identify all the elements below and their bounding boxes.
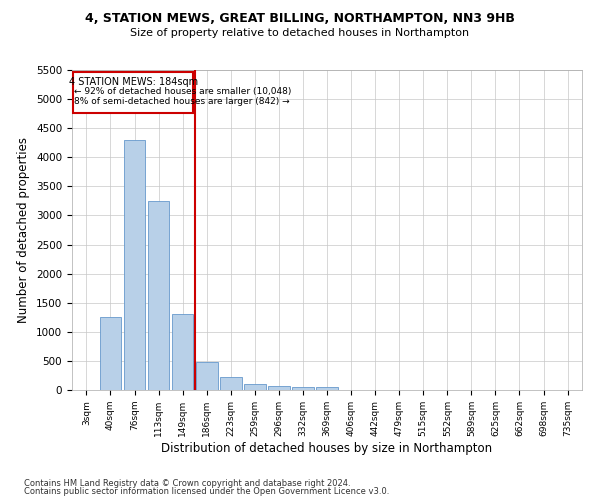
X-axis label: Distribution of detached houses by size in Northampton: Distribution of detached houses by size …	[161, 442, 493, 454]
Text: 8% of semi-detached houses are larger (842) →: 8% of semi-detached houses are larger (8…	[74, 97, 290, 106]
Y-axis label: Number of detached properties: Number of detached properties	[17, 137, 31, 323]
Text: 4 STATION MEWS: 184sqm: 4 STATION MEWS: 184sqm	[69, 77, 198, 87]
Text: ← 92% of detached houses are smaller (10,048): ← 92% of detached houses are smaller (10…	[74, 87, 292, 96]
Bar	[124, 140, 145, 390]
Bar	[148, 201, 169, 390]
Bar	[172, 314, 193, 390]
Bar	[292, 386, 314, 390]
Text: 4, STATION MEWS, GREAT BILLING, NORTHAMPTON, NN3 9HB: 4, STATION MEWS, GREAT BILLING, NORTHAMP…	[85, 12, 515, 26]
Bar	[73, 72, 193, 113]
Bar	[196, 362, 218, 390]
Text: Contains public sector information licensed under the Open Government Licence v3: Contains public sector information licen…	[24, 488, 389, 496]
Bar	[316, 387, 338, 390]
Bar	[268, 386, 290, 390]
Bar	[244, 384, 266, 390]
Text: Contains HM Land Registry data © Crown copyright and database right 2024.: Contains HM Land Registry data © Crown c…	[24, 478, 350, 488]
Bar	[100, 318, 121, 390]
Bar	[220, 378, 242, 390]
Text: Size of property relative to detached houses in Northampton: Size of property relative to detached ho…	[130, 28, 470, 38]
